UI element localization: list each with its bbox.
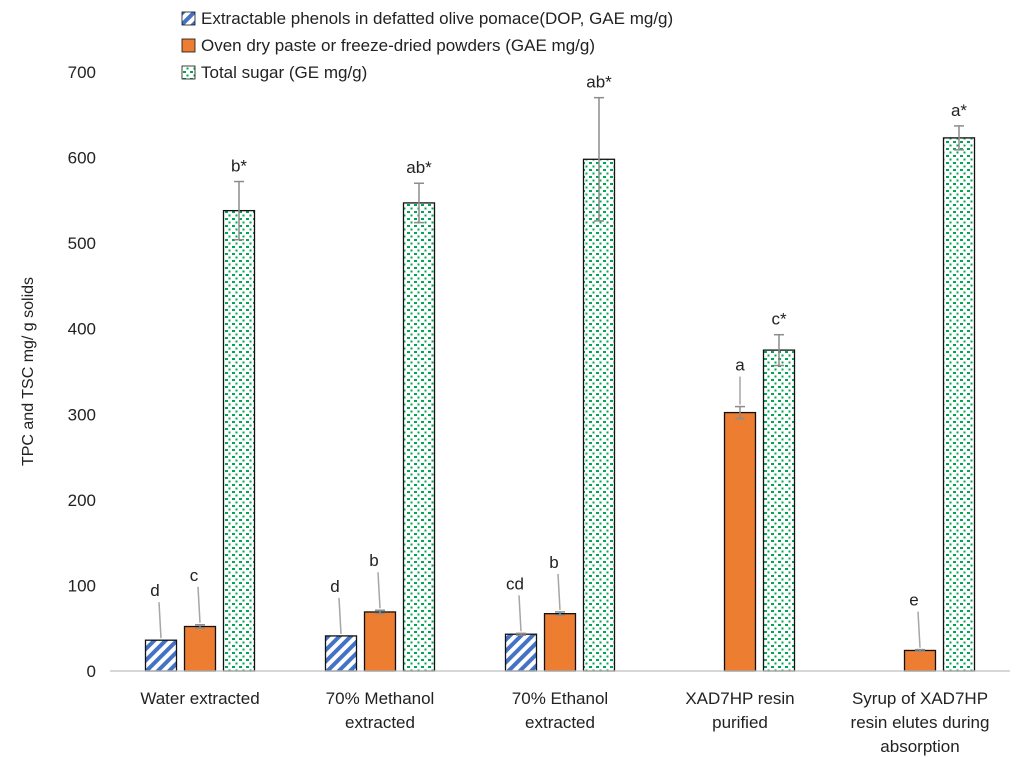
- significance-label: c*: [771, 310, 787, 329]
- significance-label: d: [150, 581, 159, 600]
- bar-3-cat-2: [402, 202, 436, 672]
- significance-label: b*: [231, 157, 247, 176]
- category-label: absorption: [880, 737, 959, 756]
- y-tick-label: 0: [87, 662, 96, 681]
- label-leader: [917, 611, 921, 648]
- category-label: XAD7HP resin: [685, 689, 794, 708]
- bar-2-cat-3: [543, 613, 577, 672]
- category-label: purified: [712, 713, 768, 732]
- category-label: 70% Methanol: [326, 689, 435, 708]
- category-label: extracted: [345, 713, 415, 732]
- label-leader: [377, 572, 381, 609]
- bar-1-cat-3: [504, 633, 538, 672]
- significance-label: c: [190, 566, 199, 585]
- bar-2-cat-1: [183, 625, 217, 672]
- label-leader: [197, 586, 201, 623]
- significance-label: a: [735, 356, 745, 375]
- category-label: extracted: [525, 713, 595, 732]
- legend-swatch-3: [181, 65, 196, 80]
- bar-3-cat-1: [222, 209, 256, 672]
- significance-label: b: [369, 551, 378, 570]
- significance-label: cd: [506, 574, 524, 593]
- legend-label-1: Extractable phenols in defatted olive po…: [201, 9, 673, 28]
- y-tick-label: 600: [68, 149, 96, 168]
- bar-1-cat-2: [324, 635, 358, 672]
- label-leader: [557, 573, 561, 610]
- category-label: Syrup of XAD7HP: [852, 689, 988, 708]
- bars: d c b* d b ab* cd b ab* a c* e a*: [144, 73, 976, 672]
- category-label: resin elutes during: [851, 713, 990, 732]
- category-label: 70% Ethanol: [512, 689, 608, 708]
- label-leader: [518, 595, 522, 632]
- y-axis: 0 100 200 300 400 500 600 700 TPC and TSC mg/ g …: [20, 63, 96, 681]
- y-tick-label: 400: [68, 320, 96, 339]
- label-leader: [338, 597, 342, 634]
- significance-label: ab*: [586, 73, 612, 92]
- legend: Extractable phenols in defatted olive po…: [181, 9, 673, 82]
- bar-3-cat-5: [942, 137, 976, 672]
- x-axis: Water extracted 70% Methanol extracted 70% …: [110, 670, 1010, 756]
- y-tick-label: 200: [68, 491, 96, 510]
- y-tick-label: 500: [68, 234, 96, 253]
- bar-2-cat-2: [363, 611, 397, 672]
- significance-label: a*: [951, 101, 967, 120]
- y-tick-label: 100: [68, 576, 96, 595]
- legend-swatch-1: [181, 11, 196, 26]
- y-tick-label: 700: [68, 63, 96, 82]
- y-tick-label: 300: [68, 405, 96, 424]
- category-label: Water extracted: [140, 689, 259, 708]
- significance-label: d: [330, 577, 339, 596]
- significance-label: e: [909, 591, 918, 610]
- legend-label-3: Total sugar (GE mg/g): [201, 63, 367, 82]
- legend-swatch-2: [181, 38, 196, 53]
- bar-2-cat-4: [723, 411, 757, 672]
- y-axis-label: TPC and TSC mg/ g solids: [20, 277, 37, 466]
- bar-3-cat-3: [582, 158, 616, 672]
- label-leader: [158, 602, 162, 639]
- legend-label-2: Oven dry paste or freeze-dried powders (…: [201, 36, 595, 55]
- bar-2-cat-5: [903, 649, 937, 672]
- significance-label: b: [549, 553, 558, 572]
- significance-label: ab*: [406, 158, 432, 177]
- bar-3-cat-4: [762, 349, 796, 672]
- bar-1-cat-1: [144, 639, 178, 672]
